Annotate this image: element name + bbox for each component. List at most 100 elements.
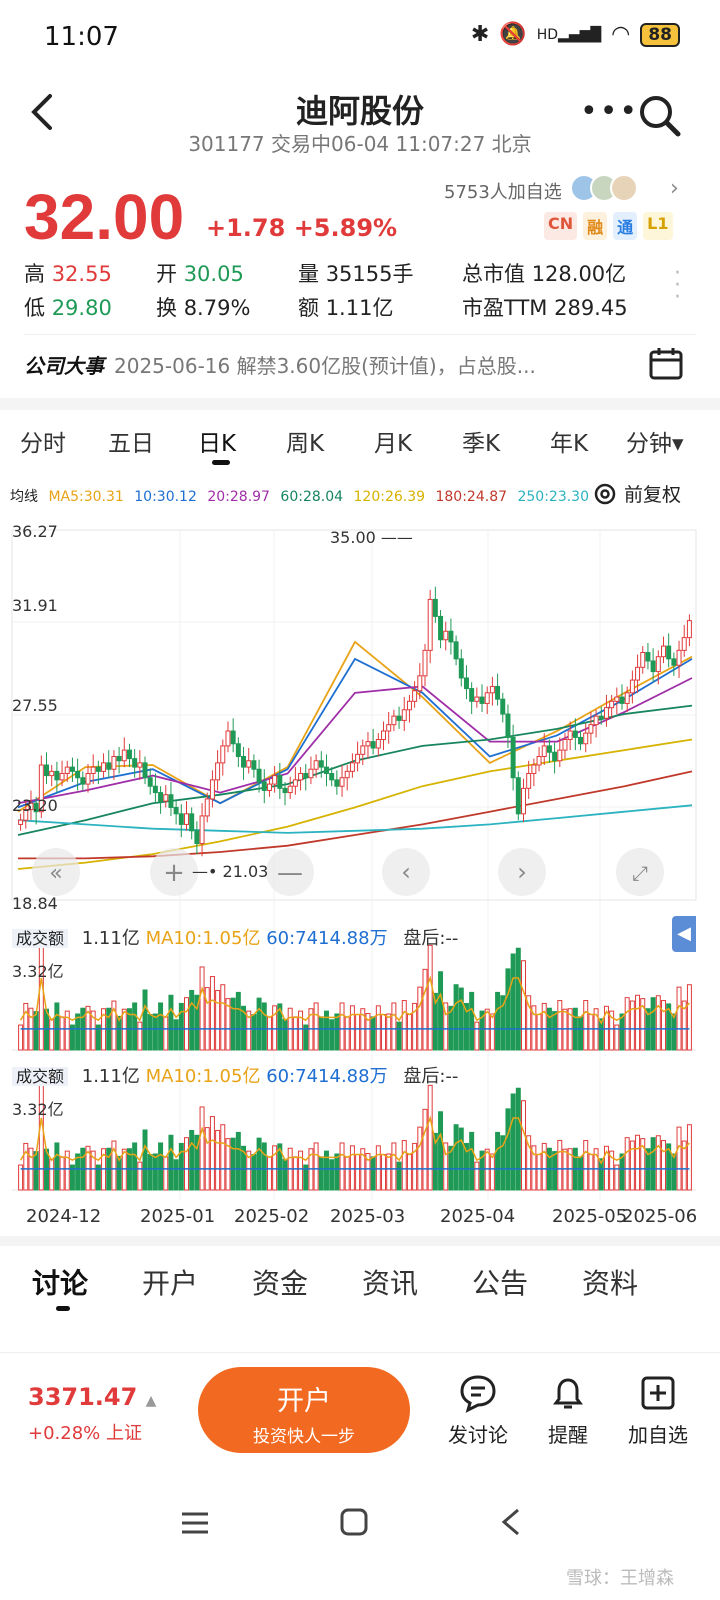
index-price[interactable]: 3371.47 ▲ [28,1383,157,1411]
zoom-in-button[interactable]: + [150,848,198,896]
calendar-icon[interactable] [648,346,684,382]
volume-bar [184,1137,189,1191]
volume-bar [349,1005,355,1051]
volume-bar [681,1140,687,1191]
volume-bar [64,1150,70,1191]
adjust-mode-button[interactable]: 前复权 [592,480,681,507]
candle-body [323,766,329,774]
volume-bar [142,989,148,1051]
volume-bar [152,1153,158,1191]
badge-margin: 融 [583,212,608,240]
volume-bar [598,1158,604,1191]
action-bar: 3371.47 ▲ +0.28% 上证 开户 投资快人一步 发讨论 提醒 加自选 [0,1352,720,1472]
open-account-sublabel: 投资快人一步 [253,1427,355,1447]
volume-bar [178,1002,184,1051]
candle-body [557,749,563,762]
tab-minute[interactable]: 分钟▾ [626,431,684,457]
post-discussion-button[interactable]: 发讨论 [438,1373,518,1448]
candle-body [588,724,594,734]
scroll-right-button[interactable]: › [498,848,546,896]
tab-weekly-k[interactable]: 周K [286,431,325,457]
volume-bar [173,1019,179,1051]
tab-funds[interactable]: 资金 [252,1267,309,1300]
home-icon[interactable] [338,1506,370,1538]
open-account-button[interactable]: 开户 投资快人一步 [198,1367,410,1453]
candle-body [463,677,469,690]
adjust-mode-label: 前复权 [624,484,682,506]
candle-body [489,685,495,694]
back-arrow-icon[interactable] [22,90,62,134]
active-tab-indicator [212,460,230,465]
volume-bar [453,984,459,1051]
volume-bar [277,1143,283,1191]
volume-panel-1-max: 3.32亿 [12,962,64,981]
company-events[interactable]: 公司大事 2025-06-16 解禁3.60亿股(预计值)，占总股... [24,348,704,384]
stock-header: 迪阿股份 301177 交易中06-04 11:07:27 北京 ••• [0,80,720,160]
tab-quarterly-k[interactable]: 季K [462,431,501,457]
tab-five-day[interactable]: 五日 [108,431,154,457]
candle-body [381,730,387,741]
kline-chart[interactable]: « + — ‹ › ⤢ [0,510,720,1200]
scroll-left-button[interactable]: ‹ [382,848,430,896]
volume-bar [474,1161,480,1191]
volume-bar [463,1142,469,1191]
candle-body [209,779,215,800]
follower-avatars[interactable] [570,174,638,202]
candle-body [329,772,335,781]
zoom-out-button[interactable]: — [266,848,314,896]
fullscreen-icon[interactable]: ⤢ [616,848,664,896]
add-watchlist-button[interactable]: 加自选 [618,1373,698,1448]
candle-body [334,779,340,787]
tab-open-account[interactable]: 开户 [142,1267,199,1300]
volume-bar [650,997,656,1051]
candle-body [546,745,552,753]
volume-bar [152,1013,158,1051]
volume-bar [427,944,433,1051]
tab-news[interactable]: 资讯 [362,1267,419,1300]
recent-apps-icon[interactable] [178,1508,212,1538]
system-back-icon[interactable] [498,1506,524,1538]
candle-body [671,658,677,666]
tab-monthly-k[interactable]: 月K [374,431,413,457]
volume-bar [375,1005,381,1051]
volume-bar [541,1142,547,1191]
candle-body [85,772,91,785]
volume-bar [90,1150,96,1191]
candle-body [303,772,309,779]
candle-body [261,781,267,791]
settings-gear-icon [594,483,616,504]
svg-text:—: — [277,858,303,888]
volume-bar [489,1153,495,1191]
tab-yearly-k[interactable]: 年K [550,431,589,457]
volume-bar [95,1164,101,1191]
remind-button[interactable]: 提醒 [528,1373,608,1448]
volume-bar [495,1131,501,1191]
volume-bar [391,1142,397,1191]
tab-profile[interactable]: 资料 [582,1267,639,1300]
followers-count[interactable]: 5753人加自选 [444,182,562,203]
tab-discussion[interactable]: 讨论 [32,1267,89,1300]
candle-body [344,770,350,779]
volume-bar [635,1134,641,1191]
search-icon[interactable] [636,92,682,138]
volume-bar [489,1013,495,1051]
badge-connect: 通 [613,212,638,240]
tab-daily-k[interactable]: 日K [198,431,237,457]
more-options-icon[interactable]: ••• [580,94,640,129]
volume-bar [194,1134,200,1191]
volume-ma10-line [19,1115,690,1165]
candle-body [355,753,361,764]
chevron-right-icon[interactable]: › [670,176,679,201]
expand-dots-icon[interactable]: · · · [674,261,681,310]
collapse-panel-icon[interactable]: ◀ [672,916,696,952]
tab-intraday[interactable]: 分时 [20,431,66,457]
volume-bar [614,1164,620,1191]
rewind-button[interactable]: « [32,848,80,896]
candle-body [80,777,86,785]
volume-bar [173,1159,179,1191]
volume-bar [209,1116,215,1191]
volume-bar [396,1021,402,1051]
volume-bar [671,1153,677,1191]
tab-announcements[interactable]: 公告 [472,1267,529,1300]
volume-bar [458,987,464,1051]
